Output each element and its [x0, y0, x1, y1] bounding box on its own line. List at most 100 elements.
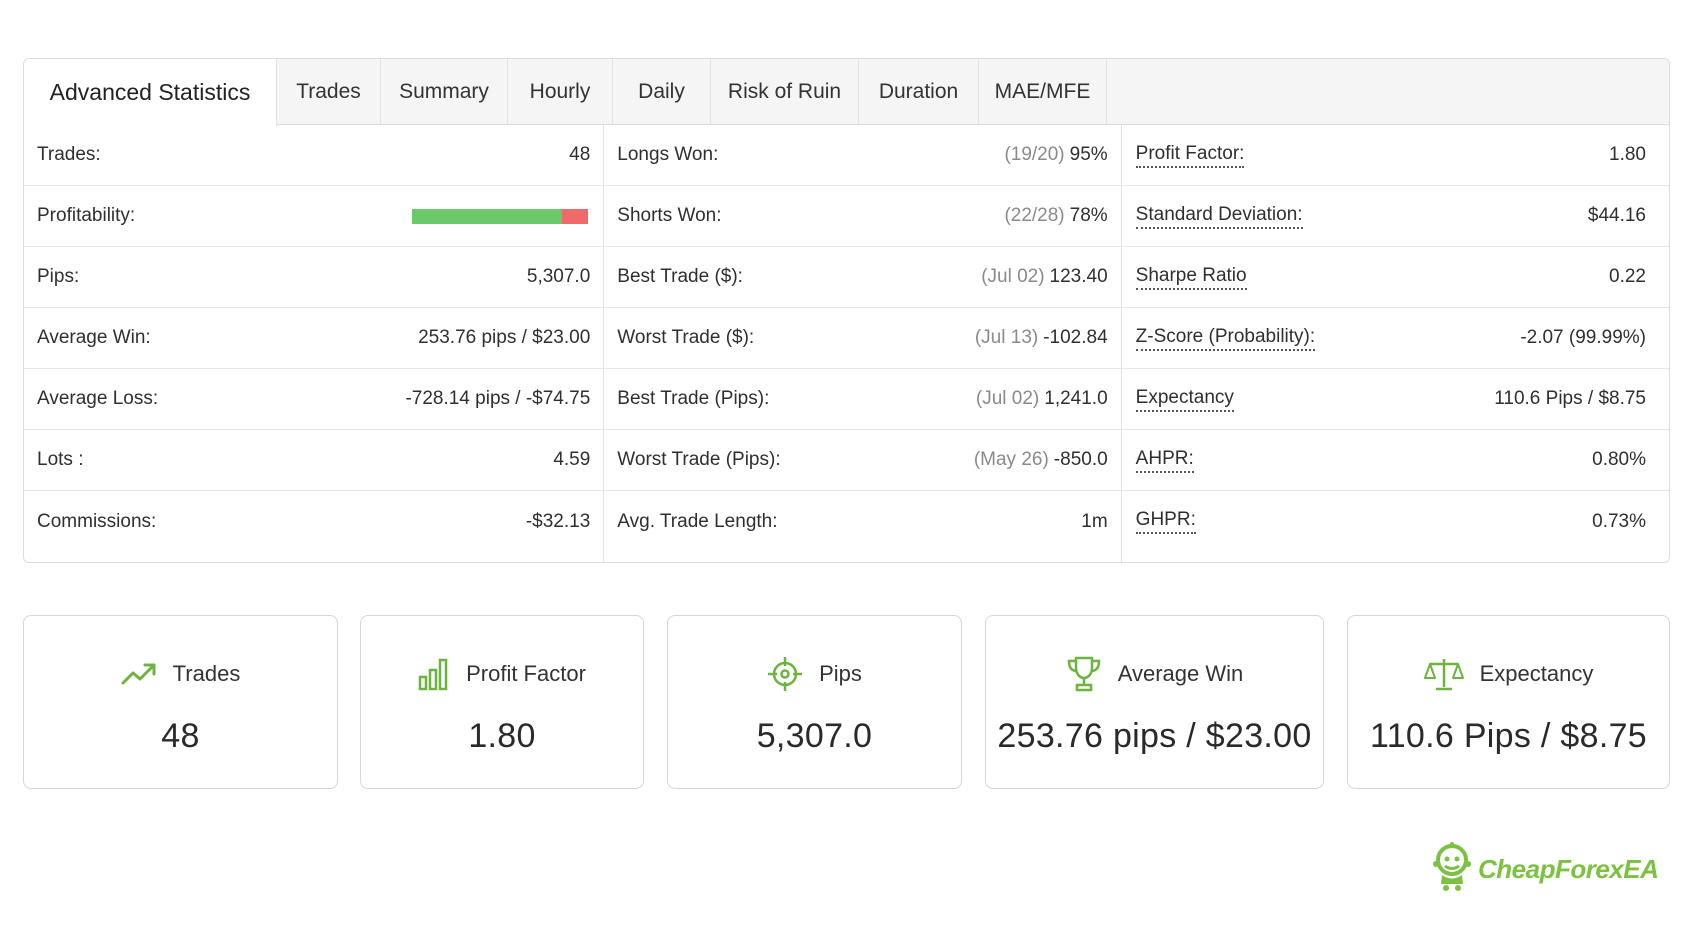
stat-label-tooltip[interactable]: Sharpe Ratio [1135, 265, 1247, 290]
card-expectancy: Expectancy 110.6 Pips / $8.75 [1347, 615, 1670, 789]
stat-value-wrap: (Jul 02) 1,241.0 [976, 388, 1108, 410]
trophy-icon [1066, 655, 1102, 693]
stat-value-wrap: (Jul 02) 123.40 [981, 266, 1107, 288]
stat-row-worst-trade-usd: Worst Trade ($): (Jul 13) -102.84 [604, 308, 1121, 369]
card-label: Profit Factor [466, 661, 586, 686]
stat-value: 123.40 [1049, 266, 1108, 287]
stat-value: $44.16 [1587, 205, 1646, 226]
stat-value: -2.07 (99.99%) [1520, 327, 1646, 348]
card-value: 1.80 [468, 717, 536, 755]
stat-row-profit-factor: Profit Factor: 1.80 [1121, 125, 1669, 186]
stat-value: 0.73% [1592, 510, 1646, 532]
card-header: Expectancy [1423, 655, 1594, 693]
stat-row-best-trade-usd: Best Trade ($): (Jul 02) 123.40 [604, 247, 1121, 308]
stat-row-ahpr: AHPR: 0.80% [1121, 430, 1669, 491]
tab-hourly[interactable]: Hourly [508, 59, 613, 124]
stat-value-wrap: (22/28) 78% [1004, 205, 1107, 227]
card-header: Profit Factor [418, 655, 586, 693]
stat-note: (19/20) [1004, 144, 1065, 165]
stat-note: (22/28) [1004, 205, 1065, 226]
tab-summary[interactable]: Summary [381, 59, 508, 124]
card-pips: Pips 5,307.0 [667, 615, 962, 789]
card-value: 253.76 pips / $23.00 [997, 717, 1312, 755]
stat-label: Best Trade ($): [617, 266, 743, 287]
stat-row-commissions: Commissions: -$32.13 [24, 491, 603, 552]
stat-label: Best Trade (Pips): [617, 388, 770, 409]
stats-column-3: Profit Factor: 1.80 Standard Deviation: … [1121, 125, 1669, 562]
tab-mae-mfe[interactable]: MAE/MFE [979, 59, 1107, 124]
stat-row-expectancy: Expectancy 110.6 Pips / $8.75 [1121, 369, 1669, 430]
stat-value: -850.0 [1053, 449, 1108, 470]
advanced-statistics-panel: Advanced Statistics Trades Summary Hourl… [23, 58, 1670, 563]
robot-mascot-icon [1430, 842, 1474, 897]
profitability-bar-win [412, 208, 562, 224]
stats-grid: Trades: 48 Profitability: Pips: 5,307.0 … [24, 125, 1669, 562]
stat-value-wrap: (Jul 13) -102.84 [975, 327, 1108, 349]
bar-chart-icon [418, 657, 450, 691]
stat-row-pips: Pips: 5,307.0 [24, 247, 604, 308]
stat-note: (May 26) [973, 449, 1049, 470]
stat-label-tooltip[interactable]: Standard Deviation: [1135, 204, 1303, 229]
tab-bar-filler [1107, 59, 1669, 124]
tab-bar: Advanced Statistics Trades Summary Hourl… [24, 59, 1669, 126]
stat-value: 48 [569, 144, 591, 165]
stat-value: 95% [1069, 144, 1108, 165]
stats-column-2: Longs Won: (19/20) 95% Shorts Won: (22/28… [604, 125, 1122, 562]
stat-value: 5,307.0 [526, 266, 591, 287]
stat-note: (Jul 13) [974, 327, 1039, 348]
stat-value: 0.22 [1609, 266, 1646, 287]
brand-logo-text: CheapForexEA [1478, 854, 1659, 884]
stat-label-tooltip[interactable]: GHPR: [1135, 509, 1196, 534]
stats-column-1: Trades: 48 Profitability: Pips: 5,307.0 … [24, 125, 605, 562]
card-value: 110.6 Pips / $8.75 [1370, 717, 1647, 755]
card-label: Trades [172, 661, 241, 686]
tab-duration[interactable]: Duration [859, 59, 979, 124]
stat-row-standard-deviation: Standard Deviation: $44.16 [1121, 186, 1669, 247]
card-profit-factor: Profit Factor 1.80 [360, 615, 644, 789]
stat-value: -728.14 pips / -$74.75 [405, 388, 591, 409]
stat-row-avg-trade-length: Avg. Trade Length: 1m [604, 491, 1120, 552]
stat-label: Worst Trade ($): [617, 327, 755, 348]
stat-row-trades: Trades: 48 [24, 125, 604, 186]
brand-logo: CheapForexEA [1430, 842, 1659, 897]
stat-label: Trades: [37, 144, 101, 165]
stat-label-tooltip[interactable]: Expectancy [1135, 387, 1234, 412]
stat-row-ghpr: GHPR: 0.73% [1122, 491, 1669, 552]
card-label: Expectancy [1479, 661, 1594, 686]
stat-label: Average Win: [37, 327, 151, 348]
tab-trades[interactable]: Trades [277, 59, 381, 124]
stat-label-tooltip[interactable]: AHPR: [1135, 448, 1194, 473]
card-value: 48 [161, 717, 200, 755]
stat-value: 0.80% [1592, 449, 1646, 470]
stat-value: 4.59 [553, 449, 591, 470]
stat-value: 110.6 Pips / $8.75 [1494, 388, 1646, 409]
trend-up-icon [121, 661, 157, 687]
stat-value: 1,241.0 [1044, 388, 1108, 409]
tab-advanced-statistics[interactable]: Advanced Statistics [24, 59, 277, 126]
stat-value: 78% [1069, 205, 1108, 226]
profitability-bar-loss [561, 208, 589, 224]
crosshair-icon [767, 656, 803, 692]
stat-label: Pips: [37, 266, 80, 287]
stat-value-wrap: (May 26) -850.0 [974, 449, 1108, 471]
stat-row-lots: Lots : 4.59 [24, 430, 604, 491]
tab-risk-of-ruin[interactable]: Risk of Ruin [711, 59, 859, 124]
card-label: Pips [819, 661, 862, 686]
stat-label: Longs Won: [617, 144, 719, 165]
card-value: 5,307.0 [756, 717, 873, 755]
card-average-win: Average Win 253.76 pips / $23.00 [985, 615, 1324, 789]
stat-label: Profitability: [37, 205, 136, 226]
stat-row-z-score: Z-Score (Probability): -2.07 (99.99%) [1121, 308, 1669, 369]
tab-daily[interactable]: Daily [613, 59, 711, 124]
stat-label-tooltip[interactable]: Z-Score (Probability): [1135, 326, 1316, 351]
stat-label-tooltip[interactable]: Profit Factor: [1135, 143, 1245, 168]
stat-value-wrap: (19/20) 95% [1004, 144, 1107, 166]
stat-value: 253.76 pips / $23.00 [418, 327, 591, 348]
stat-value: -$32.13 [525, 510, 591, 532]
stat-note: (Jul 02) [981, 266, 1045, 287]
stat-label: Worst Trade (Pips): [617, 449, 781, 470]
stat-row-longs-won: Longs Won: (19/20) 95% [604, 125, 1121, 186]
stat-row-average-win: Average Win: 253.76 pips / $23.00 [24, 308, 604, 369]
profitability-bar [412, 208, 589, 224]
scale-icon [1423, 656, 1464, 692]
